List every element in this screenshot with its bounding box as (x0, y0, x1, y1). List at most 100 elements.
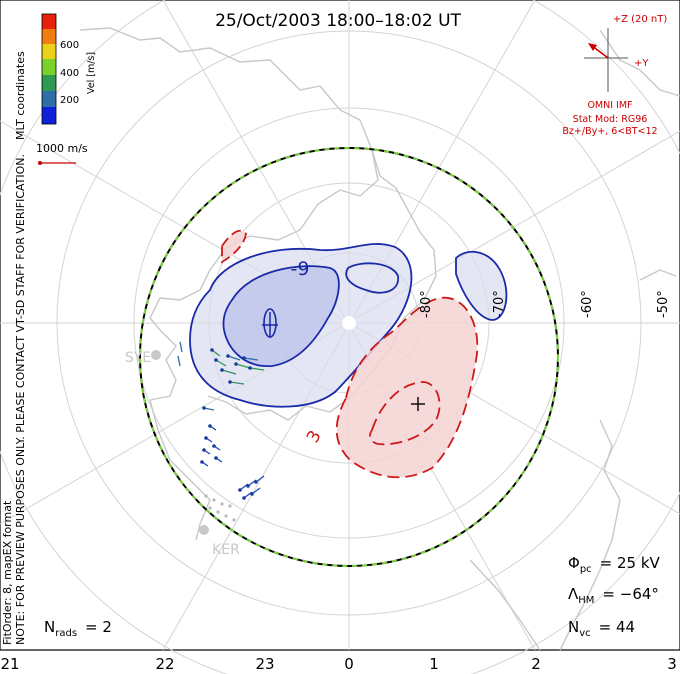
colorbar-outline (41, 13, 57, 125)
pos-cell-outer (335, 297, 479, 479)
velocity-vector (221, 369, 237, 375)
vector-origin (200, 460, 204, 464)
velocity-vector (243, 357, 259, 361)
vector-origin (214, 456, 218, 460)
grid-point (212, 498, 216, 502)
coast-e (639, 269, 677, 281)
phi-symbol: Φ (568, 554, 580, 572)
station-ker: KER (212, 542, 240, 558)
grid-point (208, 506, 212, 510)
colorbar-tick-400: 400 (60, 68, 79, 79)
lat-label-70: -70° (492, 290, 507, 318)
side-note-preview: NOTE: FOR PREVIEW PURPOSES ONLY. PLEASE … (14, 154, 27, 645)
vector-origin (220, 368, 224, 372)
velocity-vector (249, 367, 265, 371)
lat-label-50: -50° (656, 290, 671, 318)
grid-point (204, 494, 208, 498)
lat-label-60: -60° (580, 290, 595, 318)
colorbar-swatch-3 (42, 44, 56, 59)
reference-vector-origin (38, 161, 42, 165)
vector-origin (242, 356, 246, 360)
side-note-fit: FitOrder: 8, mapEX format (1, 500, 14, 645)
imf-indicator: +Z (20 nT) +Y OMNI IMF Stat Mod: RG96 Bz… (562, 14, 667, 137)
pos-cell-mid (369, 381, 441, 446)
mlt-label-1: 1 (429, 655, 439, 673)
vector-origin (254, 480, 258, 484)
vector-origin (202, 448, 206, 452)
station-ker-marker (199, 525, 209, 535)
stat-nvc: Nvc = 44 (568, 618, 635, 639)
nvc-symbol: N (568, 618, 579, 636)
stat-phi-pc: Φpc = 25 kV (568, 554, 661, 575)
map-title: 25/Oct/2003 18:00–18:02 UT (215, 11, 461, 31)
neg-cell-dawn-patch (455, 250, 508, 321)
imf-vector-head (588, 43, 597, 51)
nrads-sub: rads (55, 628, 77, 639)
colorbar-swatch-4 (42, 59, 56, 75)
velocity-vector (227, 355, 241, 361)
coast-ne (599, 29, 680, 97)
velocity-vector (229, 381, 245, 385)
vector-origin (210, 348, 214, 352)
stat-lambda-hm: ΛHM = −64° (568, 585, 659, 606)
color-bar: 600 400 200 Vel [m/s] (41, 13, 97, 125)
colorbar-swatch-6 (42, 91, 56, 107)
nrads-value: = 2 (85, 618, 112, 636)
lambda-symbol: Λ (568, 585, 579, 603)
mlt-axis: 21 22 23 0 1 2 3 (0, 655, 676, 673)
vector-origin (228, 380, 232, 384)
nvc-value: = 44 (599, 618, 635, 636)
vector-origin (248, 366, 252, 370)
vector-origin (204, 436, 208, 440)
reference-vector-label: 1000 m/s (36, 142, 88, 155)
colorbar-tick-600: 600 (60, 40, 79, 51)
vector-origin (212, 444, 216, 448)
nvc-sub: vc (579, 628, 590, 639)
velocity-vector (179, 341, 183, 353)
vector-origin (242, 496, 246, 500)
station-sye-marker (151, 350, 161, 360)
reference-vector: 1000 m/s (36, 142, 88, 165)
mlt-label-3: 3 (667, 655, 677, 673)
vector-origin (202, 406, 206, 410)
station-markers (151, 350, 209, 535)
imf-z-label: +Z (20 nT) (613, 14, 668, 25)
positive-convection-cell (221, 229, 479, 479)
mlt-label-0: 0 (344, 655, 354, 673)
vector-origin (238, 488, 242, 492)
coast-se (559, 419, 621, 651)
colorbar-swatch-2 (42, 29, 56, 44)
stat-nrads: Nrads = 2 (44, 618, 112, 639)
velocity-vector (177, 355, 181, 367)
mlt-label-2: 2 (531, 655, 541, 673)
coast-kerguelen-sector (149, 399, 211, 541)
coast-s (469, 559, 541, 651)
vector-origin (250, 492, 254, 496)
contour-label-negative: -9 (291, 258, 310, 280)
lambda-value: = −64° (602, 585, 659, 603)
neg-cell-lobe (345, 262, 399, 294)
imf-conditions: Bz+/By+, 6<BT<12 (562, 126, 657, 137)
lambda-sub: HM (578, 595, 594, 606)
vector-origin (246, 484, 250, 488)
pole-marker (342, 316, 356, 330)
imf-model: Stat Mod: RG96 (573, 114, 648, 125)
vector-origin (208, 424, 212, 428)
colorbar-tick-200: 200 (60, 95, 79, 106)
fit-statistics: Φpc = 25 kV ΛHM = −64° Nvc = 44 Nrads = 2 (44, 554, 661, 639)
grid-point (220, 502, 224, 506)
station-sye: SYE (125, 350, 151, 366)
antarctic-coast-west (79, 27, 379, 401)
velocity-vector-origins (200, 348, 258, 500)
mlt-label-23: 23 (255, 655, 274, 673)
vector-origin (226, 354, 230, 358)
colorbar-swatch-1 (42, 14, 56, 29)
pos-cell-dusk-patch (221, 229, 247, 264)
mlt-label-21: 21 (0, 655, 19, 673)
imf-y-label: +Y (634, 58, 649, 69)
grid-point (232, 518, 236, 522)
grid-point (216, 510, 220, 514)
vector-origin (234, 362, 238, 366)
velocity-vector (235, 363, 251, 369)
